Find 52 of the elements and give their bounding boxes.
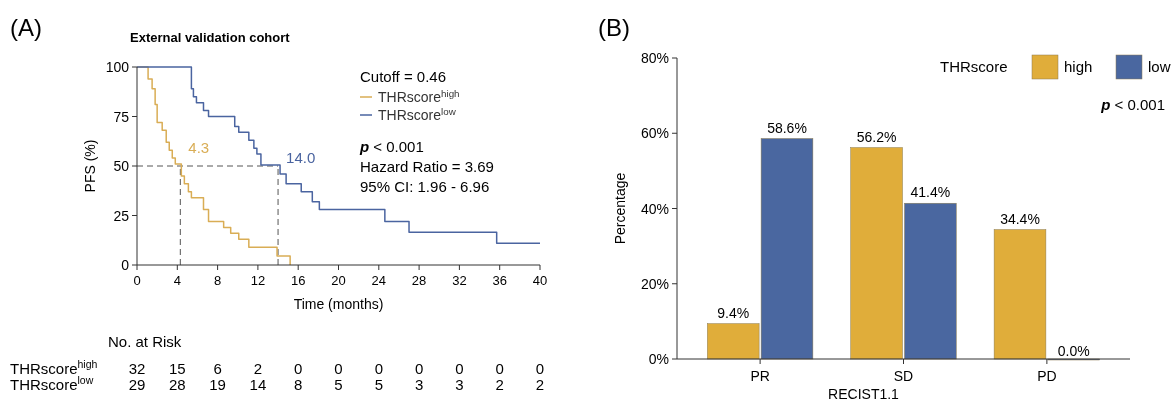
legend-title: THRscore xyxy=(940,58,1008,75)
x-tick-label: 20 xyxy=(331,273,346,288)
y-tick-label: 100 xyxy=(105,59,130,75)
y-axis-title: PFS (%) xyxy=(82,139,98,193)
x-axis-title: Time (months) xyxy=(293,296,384,312)
chart-title: External validation cohort xyxy=(130,30,291,45)
y-tick-label: 60% xyxy=(640,125,669,142)
y-tick-label: 50 xyxy=(113,158,130,174)
x-tick-label: SD xyxy=(893,368,914,384)
x-tick-label: PD xyxy=(1037,368,1057,384)
legend-label: THRscore$^{high}$ xyxy=(378,87,460,105)
y-tick-label: 40% xyxy=(640,200,669,217)
text: THRscore$^{low}$ 29 28 19 14 8 5 5 3 3 2 2 xyxy=(10,374,545,393)
x-tick-label: 40 xyxy=(532,273,548,288)
annotation: 4.3 xyxy=(188,139,210,156)
text: (A) xyxy=(10,14,42,41)
y-axis-title: Percentage xyxy=(612,172,628,245)
text: THRscore$^{high}$ 32 15 6 2 0 0 0 0 0 0 0 xyxy=(10,358,545,377)
x-tick-label: 24 xyxy=(371,273,387,288)
legend-label: low xyxy=(1148,58,1171,75)
legend-label: high xyxy=(1064,58,1093,75)
x-axis-title: RECIST1.1 xyxy=(828,386,900,402)
annotation: 14.0 xyxy=(286,149,316,166)
y-tick-label: 0% xyxy=(648,351,669,367)
legend-title: Cutoff = 0.46 xyxy=(360,68,447,85)
x-tick-label: 16 xyxy=(290,273,306,288)
data-label: 56.2% xyxy=(856,128,897,145)
x-tick-label: 12 xyxy=(250,273,266,288)
data-label: 58.6% xyxy=(767,119,807,136)
text: No. at Risk xyxy=(108,333,182,350)
annotation: p < 0.001 xyxy=(1100,96,1165,113)
data-label: 0.0% xyxy=(1057,343,1090,359)
x-tick-label: PR xyxy=(750,368,770,384)
x-tick-label: 8 xyxy=(213,273,222,288)
data-label: 9.4% xyxy=(717,304,750,321)
data-label: 34.4% xyxy=(1000,210,1040,227)
text: (B) xyxy=(598,14,630,41)
x-tick-label: 36 xyxy=(492,273,507,288)
data-label: 41.4% xyxy=(910,184,951,201)
x-tick-label: 28 xyxy=(411,273,427,288)
legend-label: THRscore$^{low}$ xyxy=(378,105,457,123)
annotation: 95% CI: 1.96 - 6.96 xyxy=(360,178,490,195)
y-tick-label: 20% xyxy=(640,275,669,292)
y-tick-label: 25 xyxy=(113,207,130,224)
annotation: p < 0.001 xyxy=(359,138,424,155)
y-tick-label: 75 xyxy=(113,108,130,125)
x-tick-label: 0 xyxy=(133,273,141,288)
annotation: Hazard Ratio = 3.69 xyxy=(360,158,494,175)
x-tick-label: 4 xyxy=(173,273,181,288)
y-tick-label: 80% xyxy=(640,50,669,66)
y-tick-label: 0 xyxy=(121,257,130,273)
x-tick-label: 32 xyxy=(452,273,467,288)
